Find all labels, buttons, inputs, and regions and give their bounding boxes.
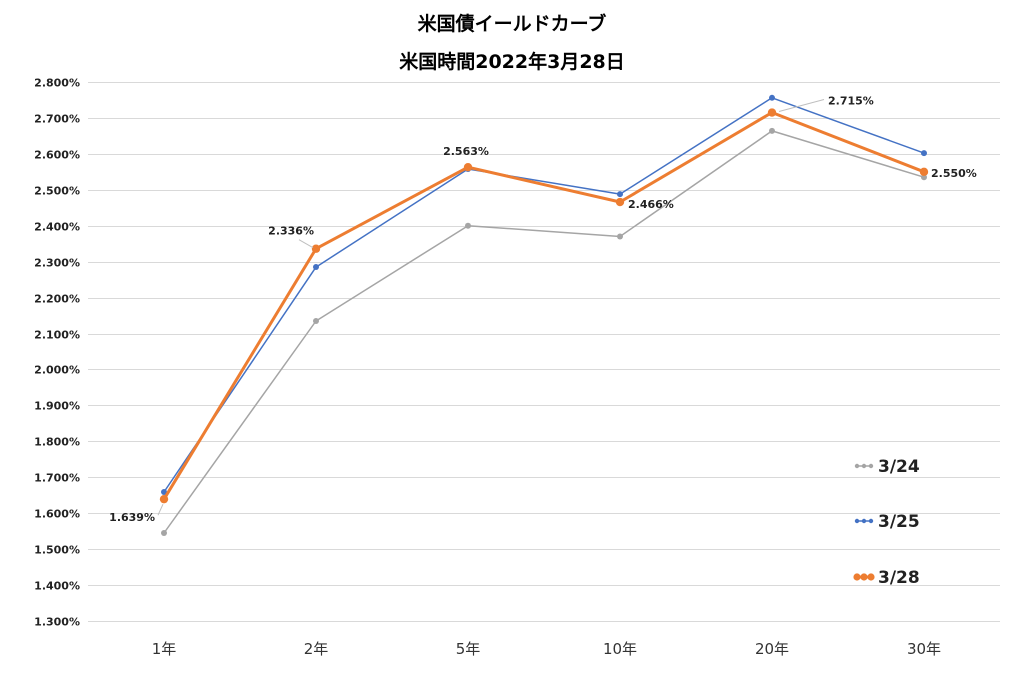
data-label: 2.715% bbox=[828, 95, 874, 108]
x-tick-label: 10年 bbox=[603, 640, 637, 658]
y-tick-label: 2.000% bbox=[34, 364, 80, 377]
x-tick-label: 5年 bbox=[456, 640, 481, 658]
legend-marker-dot bbox=[861, 518, 867, 524]
data-point bbox=[769, 94, 775, 101]
y-tick-label: 2.100% bbox=[34, 329, 80, 342]
legend-item-3-25: 3/25 bbox=[854, 512, 920, 532]
y-tick-label: 2.600% bbox=[34, 149, 80, 162]
data-label-leader-line bbox=[157, 503, 164, 516]
data-point bbox=[769, 127, 775, 134]
legend-marker-dot bbox=[853, 573, 861, 581]
legend-marker-dot bbox=[854, 518, 860, 524]
data-label: 1.639% bbox=[109, 511, 155, 524]
data-point bbox=[313, 317, 319, 324]
data-label-leader-line bbox=[298, 239, 314, 249]
chart-subtitle: 米国時間2022年3月28日 bbox=[399, 50, 625, 73]
legend-marker bbox=[854, 463, 874, 469]
legend-marker-dot bbox=[854, 463, 860, 469]
legend-marker-dot bbox=[860, 573, 868, 581]
data-point bbox=[161, 488, 167, 495]
data-point bbox=[919, 167, 929, 177]
gridlines bbox=[88, 82, 1000, 622]
y-tick-label: 1.400% bbox=[34, 580, 80, 593]
y-tick-label: 1.800% bbox=[34, 436, 80, 449]
y-tick-label: 1.900% bbox=[34, 400, 80, 413]
data-label-leader-line bbox=[778, 99, 825, 113]
y-tick-label: 1.600% bbox=[34, 508, 80, 521]
data-label: 2.563% bbox=[443, 145, 489, 158]
legend-label: 3/28 bbox=[878, 568, 920, 588]
data-point bbox=[921, 150, 927, 157]
data-point bbox=[463, 162, 473, 172]
y-tick-label: 2.300% bbox=[34, 257, 80, 270]
legend: 3/24 3/25 3/28 bbox=[853, 457, 920, 588]
data-point bbox=[617, 191, 623, 198]
legend-item-3-28: 3/28 bbox=[853, 568, 920, 588]
legend-item-3-24: 3/24 bbox=[854, 457, 920, 477]
legend-marker-dot bbox=[861, 463, 867, 469]
series-line bbox=[162, 111, 926, 501]
series-3-28 bbox=[159, 108, 929, 504]
data-label: 2.466% bbox=[628, 198, 674, 211]
series-lines bbox=[159, 94, 929, 536]
x-tick-label: 20年 bbox=[755, 640, 789, 658]
data-label: 2.550% bbox=[931, 167, 977, 180]
legend-marker-dot bbox=[868, 518, 874, 524]
legend-marker bbox=[853, 573, 875, 581]
legend-label: 3/24 bbox=[878, 457, 920, 477]
chart-title: 米国債イールドカーブ bbox=[418, 12, 607, 35]
data-point bbox=[311, 244, 321, 253]
legend-marker-dot bbox=[867, 573, 875, 581]
y-tick-label: 2.400% bbox=[34, 221, 80, 234]
data-point bbox=[313, 264, 319, 271]
y-tick-label: 2.700% bbox=[34, 113, 80, 126]
x-tick-label: 1年 bbox=[152, 640, 177, 658]
series-line bbox=[163, 130, 925, 534]
legend-marker bbox=[854, 518, 874, 524]
data-point bbox=[465, 222, 471, 229]
x-axis-tick-labels: 1年 2年 5年 10年 20年 30年 bbox=[152, 640, 941, 658]
x-tick-label: 30年 bbox=[907, 640, 941, 658]
data-point bbox=[767, 108, 777, 117]
series-3-24 bbox=[161, 127, 927, 536]
y-tick-label: 2.500% bbox=[34, 185, 80, 198]
x-tick-label: 2年 bbox=[304, 640, 329, 658]
data-point bbox=[161, 529, 167, 536]
y-tick-label: 1.300% bbox=[34, 616, 80, 629]
legend-label: 3/25 bbox=[878, 512, 920, 532]
data-labels: 1.639% 2.336% 2.563% 2.466% 2.715% 2.550% bbox=[109, 95, 977, 525]
data-point bbox=[617, 233, 623, 240]
y-axis-tick-labels: 1.300% 1.400% 1.500% 1.600% 1.700% 1.800% 1.90… bbox=[34, 77, 80, 629]
data-point bbox=[615, 197, 625, 207]
y-tick-label: 2.200% bbox=[34, 293, 80, 306]
y-tick-label: 1.700% bbox=[34, 472, 80, 485]
data-point bbox=[159, 494, 169, 504]
data-label: 2.336% bbox=[268, 225, 314, 238]
y-tick-label: 2.800% bbox=[34, 77, 80, 90]
y-tick-label: 1.500% bbox=[34, 544, 80, 557]
legend-marker-dot bbox=[868, 463, 874, 469]
